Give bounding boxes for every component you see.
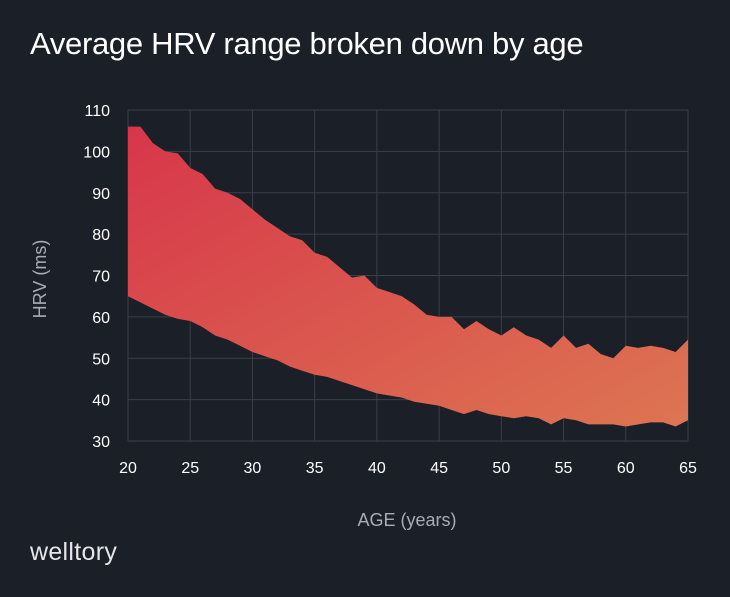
hrv-range-band bbox=[128, 126, 688, 427]
y-tick-label-40: 40 bbox=[92, 393, 110, 410]
x-tick-label-50: 50 bbox=[492, 460, 510, 477]
y-tick-label-90: 90 bbox=[92, 186, 110, 203]
y-tick-label-70: 70 bbox=[92, 269, 110, 286]
chart-title: Average HRV range broken down by age bbox=[30, 26, 584, 61]
x-tick-label-45: 45 bbox=[430, 460, 448, 477]
y-axis-ticks: 30 40 50 60 70 80 90 100 110 bbox=[83, 103, 110, 451]
x-tick-label-55: 55 bbox=[555, 460, 573, 477]
y-tick-label-60: 60 bbox=[92, 310, 110, 327]
y-tick-label-30: 30 bbox=[92, 434, 110, 451]
welltory-logo: welltory bbox=[30, 538, 118, 566]
x-tick-label-20: 20 bbox=[119, 460, 137, 477]
x-axis-label: AGE (years) bbox=[357, 510, 456, 530]
x-tick-label-40: 40 bbox=[368, 460, 386, 477]
x-tick-label-30: 30 bbox=[244, 460, 262, 477]
y-axis-label: HRV (ms) bbox=[30, 240, 50, 319]
y-tick-label-80: 80 bbox=[92, 227, 110, 244]
x-axis-ticks: 20 25 30 35 40 45 50 55 60 65 bbox=[119, 460, 697, 477]
x-tick-label-60: 60 bbox=[617, 460, 635, 477]
x-tick-label-25: 25 bbox=[181, 460, 199, 477]
y-tick-label-100: 100 bbox=[83, 144, 110, 161]
y-tick-label-50: 50 bbox=[92, 351, 110, 368]
x-tick-label-65: 65 bbox=[679, 460, 697, 477]
y-tick-label-110: 110 bbox=[84, 103, 110, 120]
x-tick-label-35: 35 bbox=[306, 460, 324, 477]
